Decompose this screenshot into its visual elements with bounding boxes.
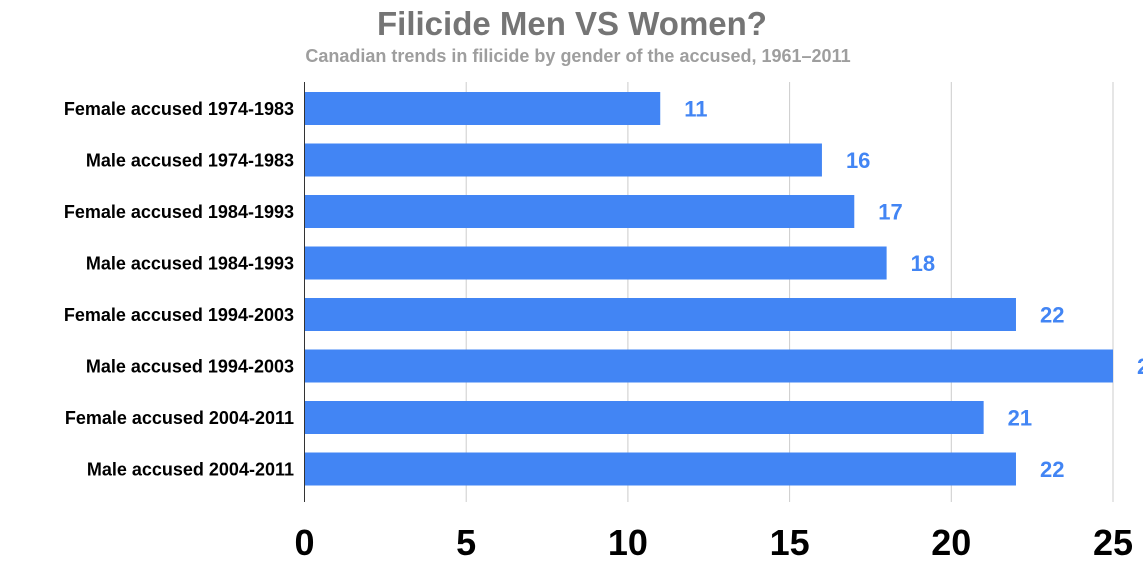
bar <box>304 298 1016 331</box>
x-tick-label: 15 <box>770 522 810 563</box>
data-label: 16 <box>846 148 870 173</box>
category-label: Female accused 1974-1983 <box>64 99 294 119</box>
data-label: 18 <box>911 251 935 276</box>
data-labels: 11 16 17 18 22 25 21 22 <box>684 97 1143 483</box>
bar <box>304 349 1113 383</box>
category-label: Male accused 1984-1993 <box>86 254 294 274</box>
data-label: 22 <box>1040 303 1064 328</box>
data-label: 21 <box>1008 406 1032 431</box>
category-label: Female accused 1984-1993 <box>64 202 294 222</box>
category-label: Female accused 2004-2011 <box>65 408 294 428</box>
category-label: Male accused 1994-2003 <box>86 357 294 377</box>
bar <box>304 246 887 280</box>
chart-title: Filicide Men VS Women? <box>377 5 767 42</box>
data-label: 25 <box>1137 354 1143 379</box>
x-tick-label: 0 <box>294 522 314 563</box>
x-axis-ticks: 0 5 10 15 20 25 <box>294 522 1133 563</box>
category-label: Female accused 1994-2003 <box>64 305 294 325</box>
category-label: Male accused 1974-1983 <box>86 151 294 171</box>
chart-subtitle: Canadian trends in filicide by gender of… <box>305 46 850 66</box>
bars <box>304 92 1113 486</box>
x-tick-label: 5 <box>456 522 476 563</box>
bar <box>304 92 661 125</box>
data-label: 11 <box>684 97 707 122</box>
x-tick-label: 10 <box>608 522 648 563</box>
bar <box>304 401 984 434</box>
bar <box>304 452 1016 486</box>
x-tick-label: 20 <box>931 522 971 563</box>
x-tick-label: 25 <box>1093 522 1133 563</box>
bar <box>304 143 822 177</box>
category-labels: Female accused 1974-1983 Male accused 197… <box>64 99 294 480</box>
category-label: Male accused 2004-2011 <box>87 460 294 480</box>
bar <box>304 195 855 228</box>
data-label: 22 <box>1040 457 1064 482</box>
data-label: 17 <box>878 200 902 225</box>
